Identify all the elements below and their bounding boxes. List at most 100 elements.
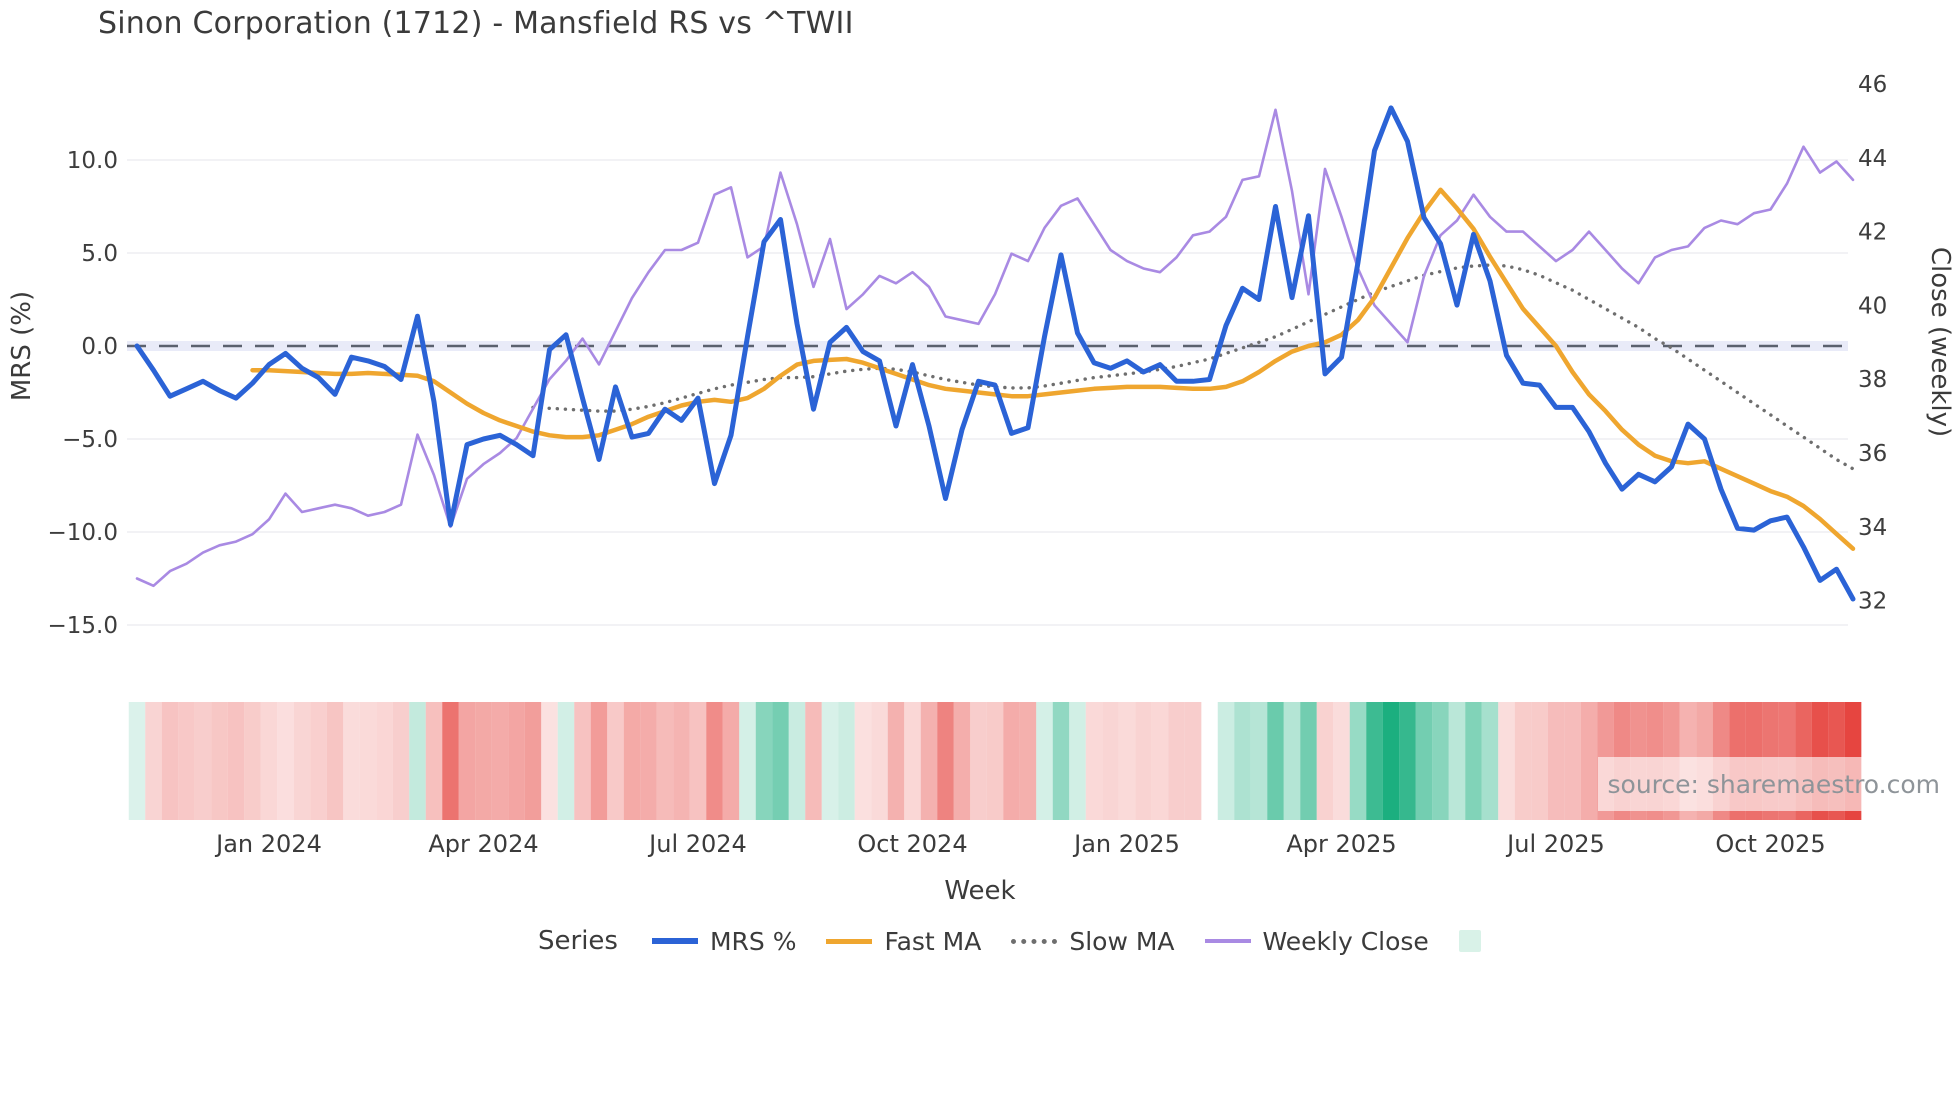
- heat-cell: [227, 702, 245, 820]
- legend-item-mrs-: MRS %: [651, 926, 797, 956]
- heat-cell: [1547, 702, 1565, 820]
- heat-cell: [821, 702, 839, 820]
- heat-cell: [1316, 702, 1334, 820]
- heat-cell: [953, 702, 971, 820]
- right-axis-tick: 46: [1858, 72, 1887, 98]
- source-credit: source: sharemaestro.com: [1598, 757, 1950, 811]
- heat-cell: [722, 702, 740, 820]
- zero-band: [127, 341, 1848, 351]
- heat-cell: [145, 702, 162, 820]
- heat-cell: [1135, 702, 1152, 820]
- heat-cell: [1580, 702, 1598, 820]
- heat-cell: [359, 702, 377, 820]
- heat-cell: [178, 702, 195, 820]
- x-axis-tick: Jul 2025: [1505, 830, 1605, 858]
- heat-cell: [607, 702, 624, 820]
- heat-cell: [887, 702, 905, 820]
- heat-cell: [1118, 702, 1136, 820]
- heat-cell: [739, 702, 756, 820]
- legend-item-weekly-close: Weekly Close: [1204, 926, 1429, 956]
- heat-cell: [1415, 702, 1433, 820]
- series-line-fast-ma: [250, 187, 1856, 551]
- heat-cell: [1448, 702, 1466, 820]
- heat-cell: [1267, 702, 1284, 820]
- heat-cell: [838, 702, 855, 820]
- legend-item-label: Fast MA: [884, 926, 982, 956]
- heat-cell: [1217, 702, 1235, 820]
- heat-cell: [772, 702, 789, 820]
- legend-item-slow-ma: Slow MA: [1011, 926, 1175, 956]
- right-axis-tick: 44: [1858, 146, 1887, 172]
- legend-item-heat-swatch: [1458, 930, 1481, 952]
- heat-cell: [937, 702, 954, 820]
- heat-cell: [1333, 702, 1350, 820]
- heat-cell: [1382, 702, 1400, 820]
- x-axis-tick: Oct 2024: [857, 830, 967, 858]
- heat-cell: [343, 702, 360, 820]
- heat-cell: [211, 702, 228, 820]
- heat-cell: [326, 702, 344, 820]
- heat-cell: [1465, 702, 1482, 820]
- heat-cell: [805, 702, 822, 820]
- x-axis-tick: Jul 2024: [647, 830, 747, 858]
- x-axis-tick: Jan 2024: [214, 830, 322, 858]
- legend-line-icon: [651, 938, 698, 944]
- heat-cell: [442, 702, 459, 820]
- heat-cell: [425, 702, 443, 820]
- heat-cell: [1069, 702, 1086, 820]
- heat-cell: [1151, 702, 1169, 820]
- chart-title: Sinon Corporation (1712) - Mansfield RS …: [98, 6, 854, 41]
- right-axis-tick: 32: [1858, 589, 1887, 615]
- right-axis-title: Close (weekly): [1925, 247, 1955, 437]
- heat-cell: [1498, 702, 1515, 820]
- heat-cell: [1250, 702, 1268, 820]
- left-axis-tick: −5.0: [62, 427, 118, 453]
- heat-cell: [1184, 702, 1202, 820]
- x-axis-title: Week: [944, 876, 1016, 906]
- heat-cell: [1102, 702, 1119, 820]
- legend-item-label: MRS %: [709, 926, 797, 956]
- heat-cell: [590, 702, 608, 820]
- left-axis-tick: −10.0: [48, 520, 118, 546]
- left-axis-tick: −15.0: [48, 613, 118, 639]
- heat-cell: [986, 702, 1004, 820]
- heat-cell: [788, 702, 806, 820]
- left-axis-tick: 0.0: [81, 334, 118, 360]
- heat-cell: [293, 702, 311, 820]
- heat-cell: [1349, 702, 1367, 820]
- heat-cell: [1168, 702, 1185, 820]
- heat-cell: [376, 702, 393, 820]
- legend-title: Series: [538, 926, 618, 956]
- x-axis-tick: Oct 2025: [1715, 830, 1825, 858]
- heat-cell: [673, 702, 690, 820]
- legend-line-icon: [826, 938, 873, 944]
- legend-item-label: Slow MA: [1069, 926, 1175, 956]
- heat-cell: [1234, 702, 1251, 820]
- heat-cell: [623, 702, 641, 820]
- heat-cell: [128, 702, 146, 820]
- heat-cell: [854, 702, 872, 820]
- heat-cell: [491, 702, 509, 820]
- heat-cell: [310, 702, 327, 820]
- heat-cell: [161, 702, 179, 820]
- heat-cell: [1019, 702, 1037, 820]
- legend-item-label: Weekly Close: [1262, 926, 1429, 956]
- heat-cell: [1036, 702, 1053, 820]
- heat-cell: [409, 702, 426, 820]
- right-axis-tick: 34: [1858, 515, 1887, 541]
- x-axis-tick: Apr 2025: [1286, 830, 1396, 858]
- heat-cell: [260, 702, 278, 820]
- heat-cell: [458, 702, 476, 820]
- right-axis-tick: 38: [1858, 367, 1887, 393]
- heat-cell: [194, 702, 212, 820]
- heat-cell: [557, 702, 575, 820]
- series-line-weekly-close: [135, 108, 1855, 588]
- heat-cell: [1514, 702, 1532, 820]
- heat-cell: [277, 702, 294, 820]
- legend-line-icon: [1011, 938, 1058, 944]
- series-line-mrs: [134, 105, 1856, 602]
- right-axis-tick: 36: [1858, 441, 1887, 467]
- heatmap-swatch-icon: [1458, 930, 1481, 952]
- heat-cell: [1366, 702, 1383, 820]
- heat-cell: [1564, 702, 1581, 820]
